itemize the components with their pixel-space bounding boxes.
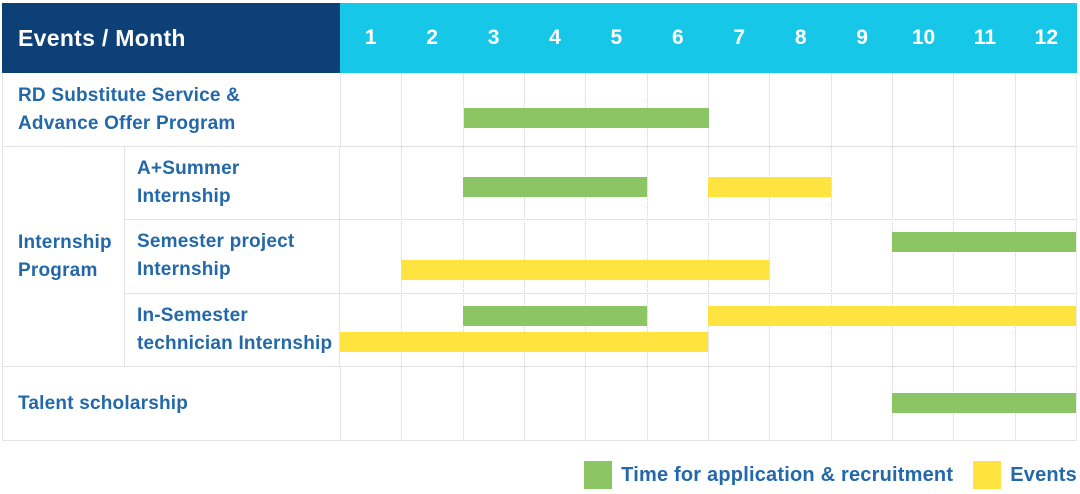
month-header-12: 12 [1034,26,1059,49]
legend: Time for application & recruitment Event… [584,459,1077,491]
row-label-line: Semester project [137,231,295,253]
row-label-line: Advance Offer Program [18,112,236,134]
month-column [341,73,403,440]
gantt-track-semester-project [340,220,1076,292]
gantt-bar-application [892,393,1076,413]
header-events-month-cell: Events / Month [2,3,340,73]
month-column [709,73,771,440]
month-column [893,73,955,440]
month-column [586,73,648,440]
month-header-5: 5 [610,26,623,49]
row-in-semester-technician-internship: In-Semester technician Internship [125,292,1076,366]
month-header-4: 4 [549,26,561,49]
legend-swatch-application-icon [584,461,613,489]
row-label-line: A+Summer [137,158,240,180]
gantt-bar-application [892,232,1076,253]
gantt-bar-application [462,177,647,197]
row-label-line: Talent scholarship [18,392,189,414]
group-label-internship-program: Internship Program [3,147,125,366]
gantt-track-rd-substitute [341,73,1076,146]
gantt-track-a-plus-summer [340,147,1076,219]
gantt-track-in-semester-technician [340,294,1076,366]
legend-swatch-events-icon [973,461,1002,489]
month-column [402,73,464,440]
group-internship-program: Internship Program A+Summer Internship S… [3,146,1076,366]
row-semester-project-internship: Semester project Internship [125,219,1076,293]
month-header-6: 6 [671,26,684,49]
month-gridlines [341,73,1076,440]
row-label-talent-scholarship: Talent scholarship [3,367,341,440]
header-title: Events / Month [18,24,186,51]
table-body: RD Substitute Service & Advance Offer Pr… [2,73,1077,441]
month-column [770,73,832,440]
gantt-bar-events [708,177,831,197]
group-label-line: Internship [18,231,112,253]
month-header-7: 7 [733,26,746,49]
group-label-line: Program [18,259,98,281]
row-label-line: Internship [137,186,231,208]
month-header-11: 11 [973,26,997,49]
row-label-line: Internship [137,259,231,281]
month-header-1: 1 [364,26,377,49]
gantt-bar-application [463,108,709,128]
month-column [525,73,587,440]
month-header-3: 3 [487,26,500,49]
row-rd-substitute: RD Substitute Service & Advance Offer Pr… [3,73,1076,146]
month-column [648,73,709,440]
row-label-in-semester-technician: In-Semester technician Internship [125,293,340,366]
gantt-bar-events [340,331,708,352]
row-a-plus-summer-internship: A+Summer Internship [125,147,1076,220]
legend-label-events: Events [1010,463,1077,486]
gantt-track-talent-scholarship [341,367,1076,440]
gantt-bar-events [708,305,1076,326]
gantt-bar-application [462,305,647,326]
month-header-10: 10 [911,26,936,49]
gantt-table: Events / Month 1 2 3 4 5 6 7 8 9 10 11 1… [2,3,1077,441]
row-label-rd-substitute: RD Substitute Service & Advance Offer Pr… [3,73,341,146]
group-subrows: A+Summer Internship Semester project Int… [125,147,1076,366]
month-column [954,73,1016,440]
row-label-line: RD Substitute Service & [18,84,241,106]
row-label-line: technician Internship [137,332,333,354]
row-label-a-plus-summer: A+Summer Internship [125,147,340,220]
table-header-row: Events / Month 1 2 3 4 5 6 7 8 9 10 11 1… [2,3,1077,73]
row-label-semester-project: Semester project Internship [125,220,340,293]
row-label-line: In-Semester [137,304,248,326]
month-column [464,73,525,440]
month-column [832,73,893,440]
month-header-8: 8 [794,26,807,49]
gantt-bar-events [401,260,770,281]
legend-label-application: Time for application & recruitment [621,463,954,486]
month-header-9: 9 [856,26,868,49]
row-talent-scholarship: Talent scholarship [3,366,1076,440]
header-months-band: 1 2 3 4 5 6 7 8 9 10 11 12 [340,3,1077,73]
month-header-2: 2 [426,26,438,49]
